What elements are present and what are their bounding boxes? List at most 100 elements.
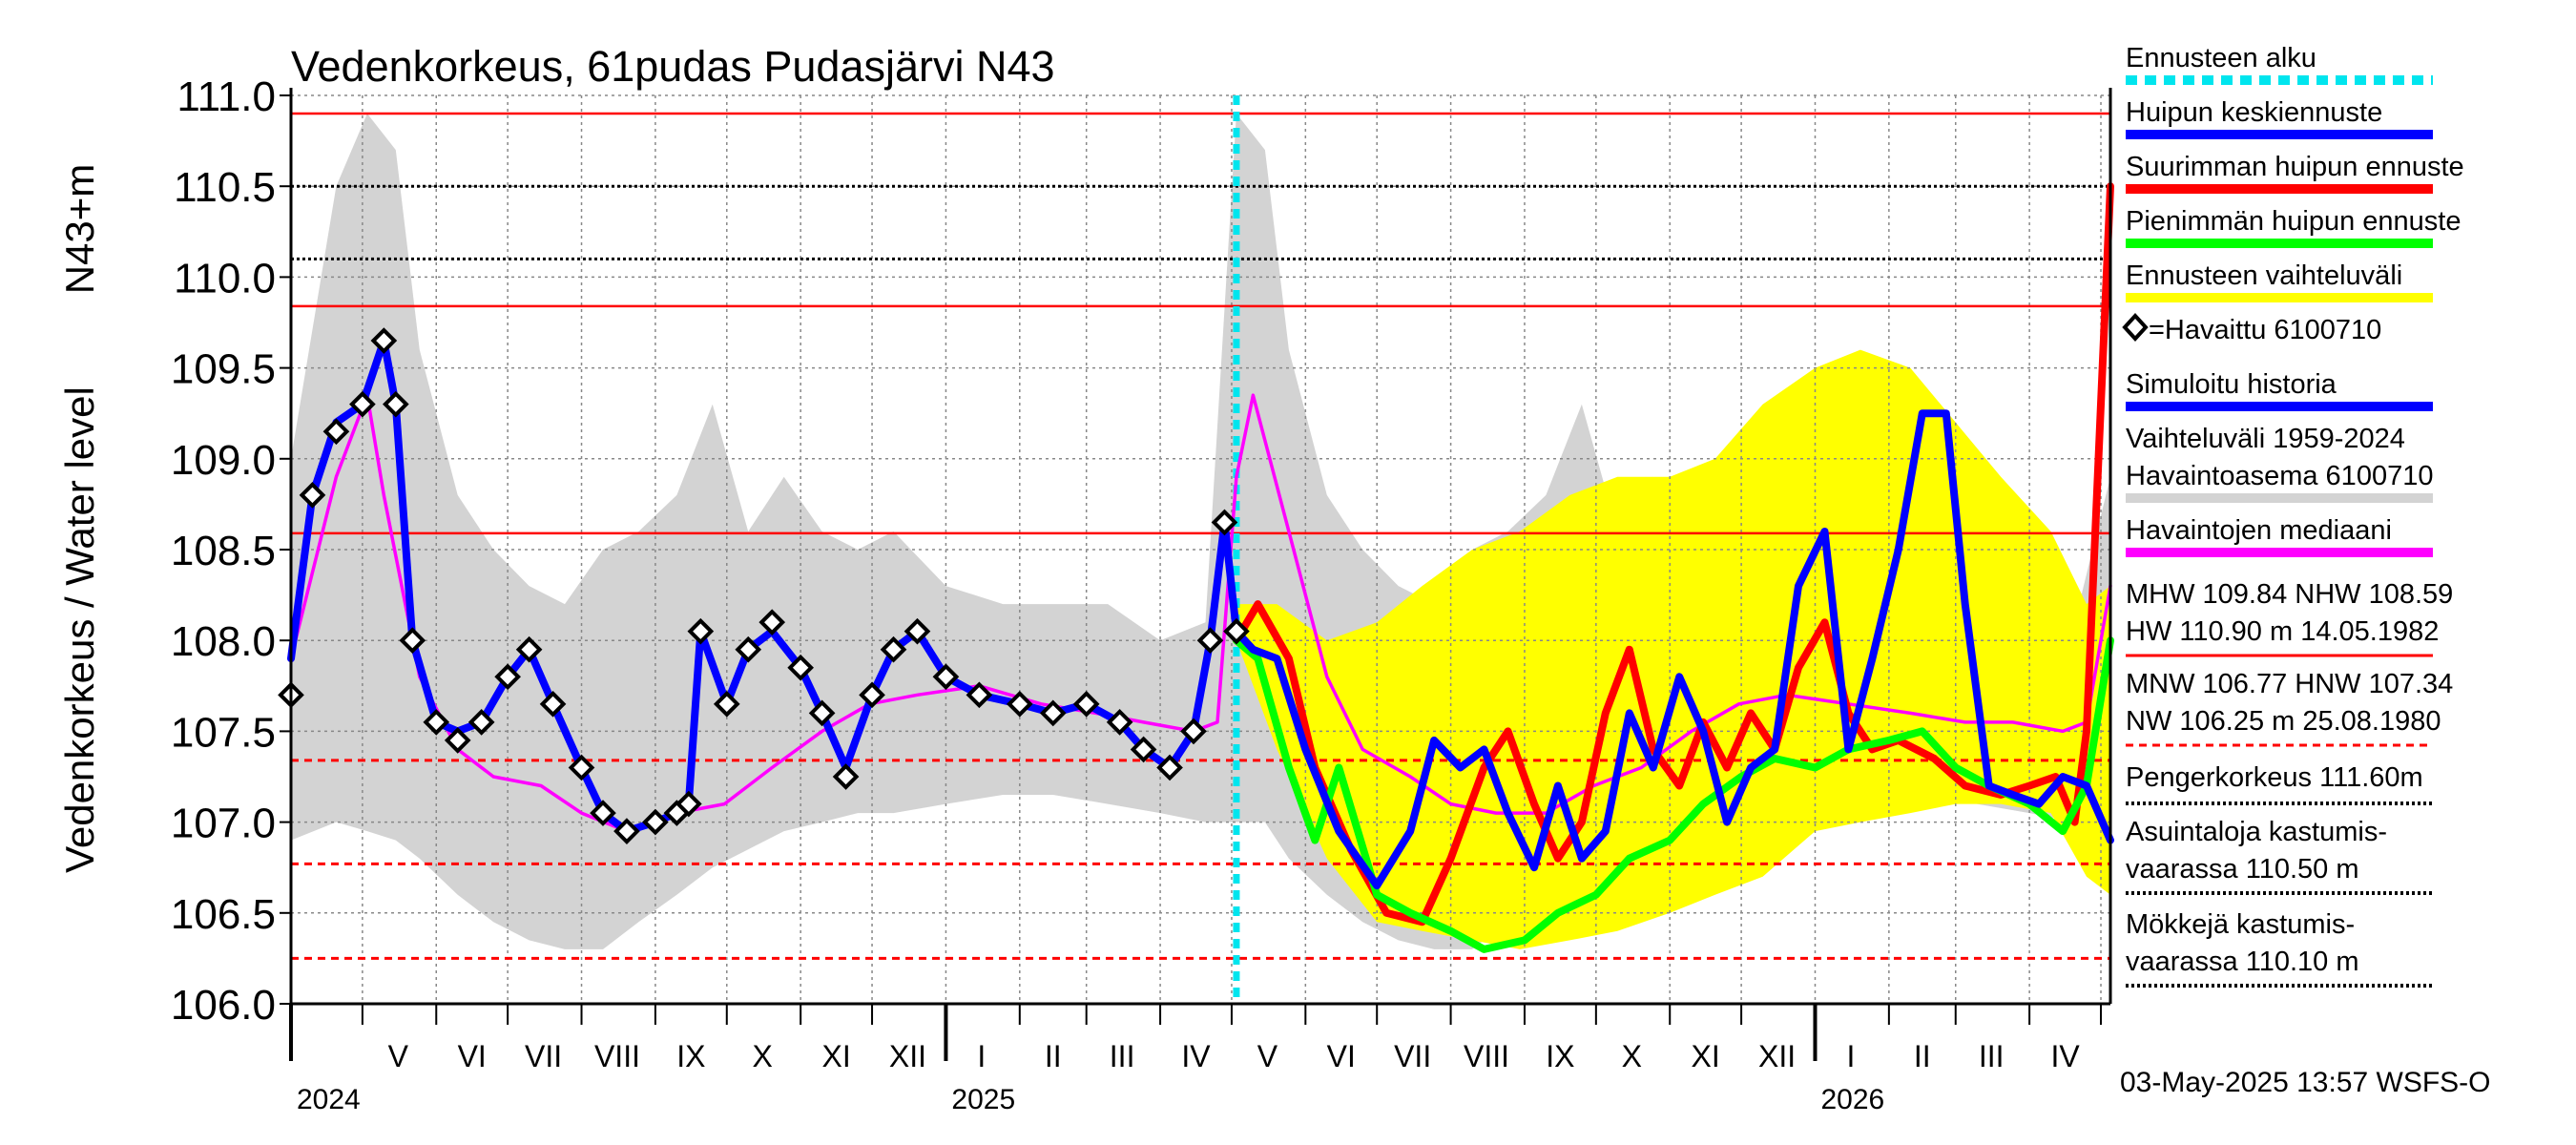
series-line xyxy=(1232,409,2114,890)
observed-marker xyxy=(515,635,543,663)
observed-marker xyxy=(494,663,521,691)
legend-label: Havaintoasema 6100710 xyxy=(2126,461,2433,491)
observed-marker xyxy=(467,709,495,736)
observed-marker xyxy=(1039,699,1067,727)
month-label: III xyxy=(1110,1039,1135,1073)
observed-marker xyxy=(713,691,740,718)
legend-label: Suurimman huipun ennuste xyxy=(2126,152,2464,182)
legend-label: Huipun keskiennuste xyxy=(2126,97,2382,128)
y-tick-label: 108.5 xyxy=(171,528,276,574)
month-label: IX xyxy=(676,1039,705,1073)
y-tick-label: 107.0 xyxy=(171,801,276,847)
observed-marker xyxy=(675,790,702,818)
month-label: IX xyxy=(1546,1039,1574,1073)
threshold-label: vaarassa 110.10 m xyxy=(2126,947,2359,977)
month-label: I xyxy=(977,1039,986,1073)
y-tick-label: 109.0 xyxy=(171,437,276,484)
observed-marker xyxy=(1006,691,1033,718)
observed-marker xyxy=(880,635,907,663)
observed-marker xyxy=(382,390,409,418)
stat-line: HW 110.90 m 14.05.1982 xyxy=(2126,616,2439,647)
observed-marker xyxy=(808,699,836,727)
y-tick-label: 107.5 xyxy=(171,709,276,756)
y-tick-label: 106.5 xyxy=(171,891,276,938)
year-label: 2026 xyxy=(1820,1084,1884,1115)
observed-marker xyxy=(787,654,814,681)
observed-marker xyxy=(444,727,471,754)
observed-marker xyxy=(539,691,567,718)
year-label: 2024 xyxy=(297,1084,361,1115)
observed-marker xyxy=(966,681,993,709)
observed-marker xyxy=(735,635,762,663)
legend-label: Vaihteluväli 1959-2024 xyxy=(2126,424,2405,454)
month-label: I xyxy=(1846,1039,1855,1073)
observed-marker xyxy=(613,818,640,844)
observed-marker xyxy=(399,627,426,655)
observed-marker xyxy=(642,808,669,836)
timestamp-footer: 03-May-2025 13:57 WSFS-O xyxy=(2120,1067,2491,1098)
observed-marker xyxy=(1106,709,1133,736)
year-label: 2025 xyxy=(951,1084,1015,1115)
observed-marker xyxy=(590,800,616,826)
observed-marker xyxy=(370,327,398,354)
observed-marker xyxy=(568,754,595,781)
y-tick-label: 110.0 xyxy=(174,255,276,302)
threshold-label: Asuintaloja kastumis- xyxy=(2126,817,2387,847)
axes-layer: 106.0 106.5 107.0 107.5 108.0 108.5 109.0 109.5… xyxy=(171,73,2112,1115)
threshold-label: vaarassa 110.50 m xyxy=(2126,854,2359,885)
observed-marker xyxy=(349,390,376,418)
series-line xyxy=(289,393,2112,833)
observed-marker xyxy=(322,418,350,446)
month-label: XI xyxy=(1692,1039,1720,1073)
month-label: VI xyxy=(458,1039,487,1073)
month-label: VIII xyxy=(594,1039,640,1073)
observed-marker xyxy=(299,482,326,509)
observed-marker xyxy=(758,609,786,635)
legend-label: Ennusteen alku xyxy=(2126,43,2316,73)
y-tick-label: 108.0 xyxy=(171,618,276,665)
stat-line: MNW 106.77 HNW 107.34 xyxy=(2126,669,2453,699)
threshold-label: Mökkejä kastumis- xyxy=(2126,909,2355,940)
observed-marker xyxy=(1211,509,1238,536)
stat-line: MHW 109.84 NHW 108.59 xyxy=(2126,579,2453,610)
y-axis-unit: N43+m xyxy=(57,164,102,295)
month-label: V xyxy=(388,1039,409,1073)
observed-marker xyxy=(1180,718,1207,745)
month-label: XII xyxy=(889,1039,926,1073)
month-label: III xyxy=(1979,1039,2005,1073)
y-tick-label: 110.5 xyxy=(174,164,276,211)
legend-marker-icon xyxy=(2122,313,2149,342)
observed-marker xyxy=(859,681,885,709)
band-ennusteen xyxy=(1236,349,2110,949)
legend-label: Pienimmän huipun ennuste xyxy=(2126,206,2461,237)
y-axis-label: Vedenkorkeus / Water level xyxy=(57,386,102,873)
observed-marker xyxy=(1196,627,1224,655)
month-label: II xyxy=(1914,1039,1931,1073)
month-label: II xyxy=(1045,1039,1062,1073)
observed-marker xyxy=(832,763,860,790)
month-label: X xyxy=(753,1039,773,1073)
month-label: IV xyxy=(1181,1039,1211,1073)
threshold-label: Pengerkorkeus 111.60m xyxy=(2126,762,2423,793)
month-label: X xyxy=(1622,1039,1642,1073)
legend-label: Simuloitu historia xyxy=(2126,369,2337,400)
observed-marker xyxy=(1156,754,1183,781)
y-tick-label: 111.0 xyxy=(177,73,276,120)
legend-label: =Havaittu 6100710 xyxy=(2149,315,2381,345)
band-layer xyxy=(291,114,2110,949)
legend-label: Ennusteen vaihteluväli xyxy=(2126,260,2402,291)
month-label: VI xyxy=(1327,1039,1356,1073)
month-label: VII xyxy=(525,1039,562,1073)
month-label: VII xyxy=(1394,1039,1431,1073)
stat-line: NW 106.25 m 25.08.1980 xyxy=(2126,706,2441,737)
legend: Ennusteen alku Huipun keskiennuste Suurimm… xyxy=(2122,43,2464,988)
observed-marker xyxy=(904,617,931,645)
observed-markers xyxy=(278,327,1250,844)
month-label: IV xyxy=(2050,1039,2080,1073)
month-label: XII xyxy=(1758,1039,1796,1073)
y-tick-label: 106.0 xyxy=(171,982,276,1029)
series-line xyxy=(1232,182,2114,926)
observed-marker xyxy=(932,663,960,691)
reference-lines xyxy=(291,95,2110,1004)
